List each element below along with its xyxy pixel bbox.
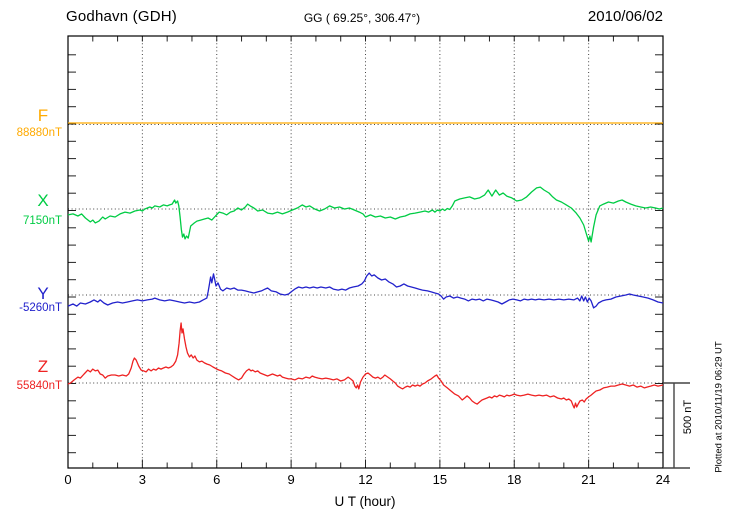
xaxis-title: U T (hour) xyxy=(334,494,396,509)
xtick-0: 0 xyxy=(64,472,72,487)
xtick-21: 21 xyxy=(581,472,596,487)
trace-label-y: Y xyxy=(37,284,49,303)
xtick-9: 9 xyxy=(287,472,295,487)
trace-baseline-f: 88880nT xyxy=(16,127,62,139)
xtick-6: 6 xyxy=(213,472,221,487)
trace-baseline-x: 7150nT xyxy=(22,215,62,227)
trace-baseline-z: 55840nT xyxy=(16,380,62,392)
trace-baseline-y: -5260nT xyxy=(19,302,62,314)
plot-date: 2010/06/02 xyxy=(587,8,663,25)
trace-label-f: F xyxy=(37,106,49,125)
scale-bar-label: 500 nT xyxy=(682,399,694,435)
xtick-15: 15 xyxy=(432,472,448,487)
trace-label-z: Z xyxy=(37,357,49,376)
plotted-at-note: Plotted at 2010/11/19 06:29 UT xyxy=(713,341,725,473)
xtick-24: 24 xyxy=(655,472,671,487)
xtick-3: 3 xyxy=(138,472,146,487)
station-title: Godhavn (GDH) xyxy=(66,8,177,25)
xtick-18: 18 xyxy=(506,472,522,487)
trace-label-x: X xyxy=(37,191,49,210)
geographic-coords: GG ( 69.25°, 306.47°) xyxy=(303,11,421,25)
xtick-12: 12 xyxy=(358,472,373,487)
